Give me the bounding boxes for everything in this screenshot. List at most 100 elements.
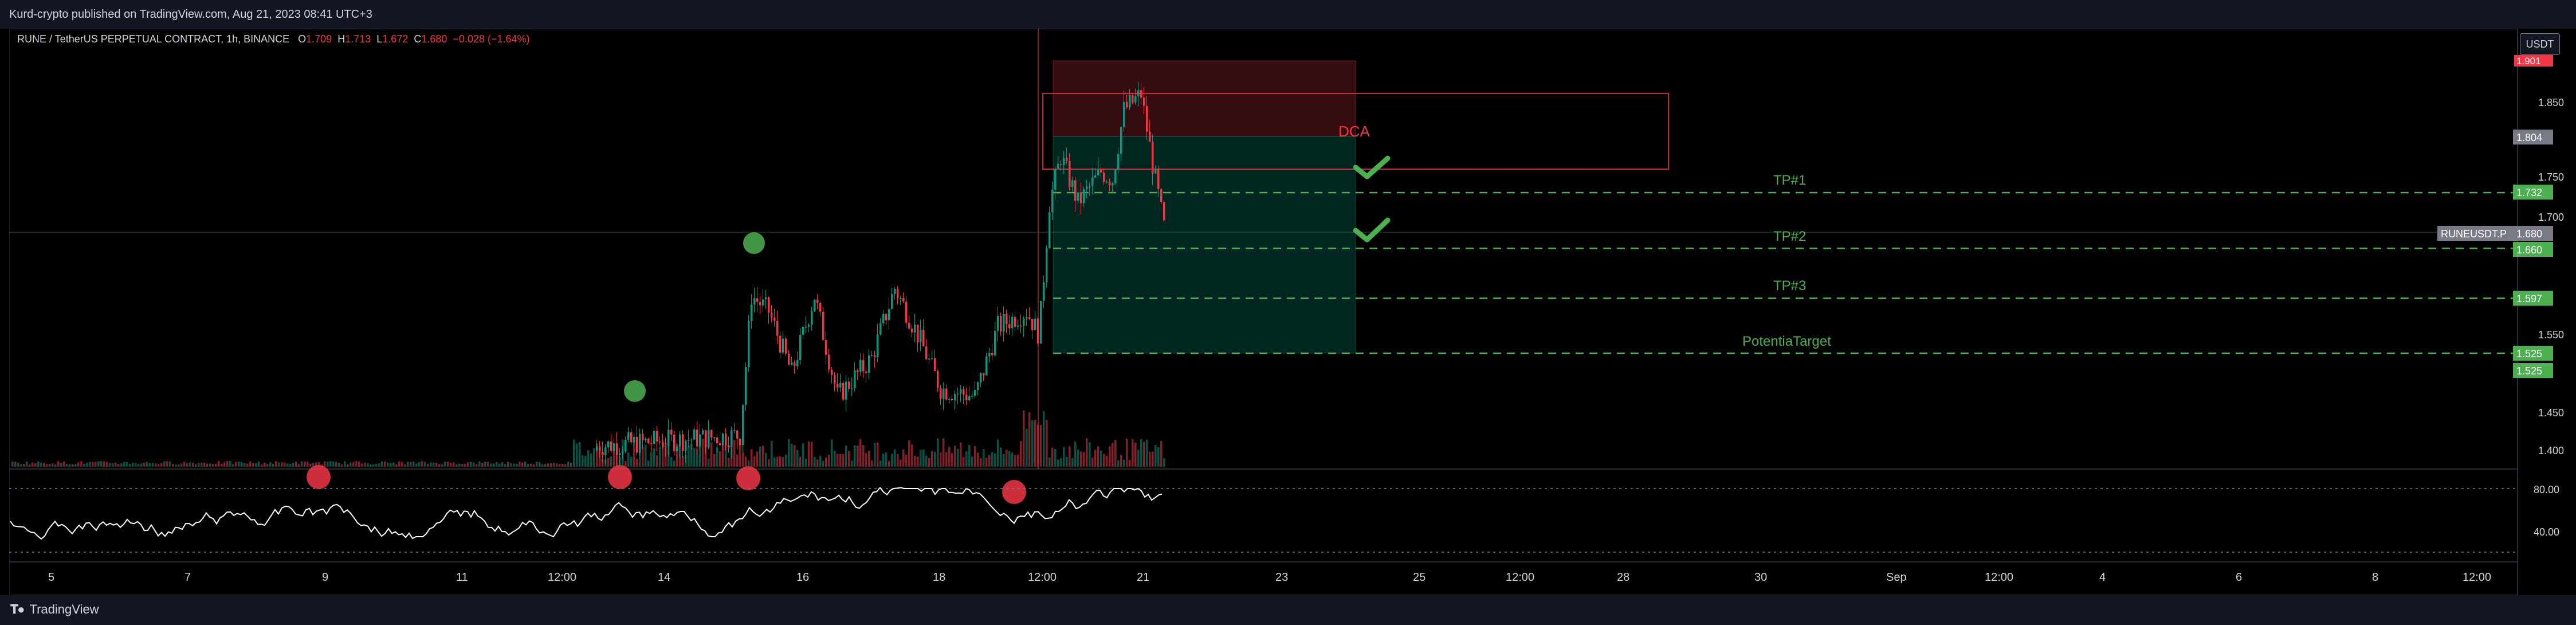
candle-body <box>1089 186 1091 187</box>
volume-bar <box>37 461 40 467</box>
volume-bar <box>513 463 515 467</box>
volume-bar <box>212 464 214 467</box>
volume-bar <box>347 464 349 467</box>
volume-bar <box>49 463 51 467</box>
candle-body <box>1049 212 1051 248</box>
sell-signal-dot[interactable] <box>736 466 760 490</box>
candle-body <box>731 430 733 448</box>
volume-bar <box>487 462 489 467</box>
buy-signal-dot[interactable] <box>743 232 765 254</box>
volume-bar <box>129 464 131 467</box>
time-tick: 12:00 <box>1506 571 1534 584</box>
volume-bar <box>576 443 578 467</box>
symbol-legend[interactable]: RUNE / TetherUS PERPETUAL CONTRACT, 1h, … <box>17 33 530 45</box>
volume-bar <box>23 464 25 467</box>
candle-body <box>1080 192 1082 204</box>
volume-bar <box>748 460 750 467</box>
volume-bar <box>776 456 779 467</box>
volume-bar <box>241 462 243 467</box>
volume-bar <box>593 448 595 467</box>
price-tick[interactable]: 1.400 <box>2538 445 2564 456</box>
buy-signal-dot[interactable] <box>624 380 646 402</box>
price-tick[interactable]: 1.450 <box>2538 407 2564 419</box>
candle-body <box>771 312 773 318</box>
candle-body <box>645 439 647 440</box>
candle-body <box>928 358 930 360</box>
tp1-label[interactable]: TP#1 <box>1773 173 1806 188</box>
candlestick-series[interactable] <box>596 81 1165 467</box>
volume-bar <box>971 456 973 467</box>
time-tick: 12:00 <box>1985 571 2013 584</box>
volume-bar <box>229 461 231 467</box>
candle-body <box>788 353 790 365</box>
volume-bar <box>943 438 945 467</box>
check-icon[interactable] <box>1353 217 1391 243</box>
volume-bar <box>1123 459 1125 467</box>
pt1-price-label: 1.525 <box>2516 348 2542 360</box>
candle-body <box>957 393 959 394</box>
price-tick[interactable]: 1.550 <box>2538 329 2564 341</box>
volume-bar <box>195 464 197 467</box>
candle-body <box>1040 300 1042 344</box>
currency-button[interactable]: USDT <box>2520 33 2560 55</box>
volume-bar <box>269 462 272 467</box>
candle-body <box>985 356 988 376</box>
symbol-tag-bg <box>2437 226 2513 241</box>
volume-bar <box>352 462 355 467</box>
pt2-price-label: 1.525 <box>2516 365 2542 377</box>
sell-signal-dot[interactable] <box>1002 480 1026 504</box>
price-tick[interactable]: 1.850 <box>2538 97 2564 108</box>
volume-bar <box>510 463 512 467</box>
candle-body <box>1106 181 1108 183</box>
volume-bar <box>573 439 575 467</box>
volume-bar <box>983 449 985 467</box>
volume-bar <box>974 446 976 467</box>
sell-signal-dot[interactable] <box>608 465 632 489</box>
candle-body <box>1020 325 1022 327</box>
volume-bar <box>424 462 426 467</box>
tp3-label[interactable]: TP#3 <box>1773 278 1806 294</box>
tradingview-brand[interactable]: 𝐓● TradingView <box>10 602 99 617</box>
volume-bar <box>1143 442 1145 467</box>
candle-body <box>639 433 641 453</box>
stop-zone-box[interactable] <box>1053 60 1356 137</box>
dca-label[interactable]: DCA <box>1338 123 1371 140</box>
volume-bar <box>261 464 263 467</box>
candle-body <box>811 311 813 325</box>
volume-bar <box>599 449 601 467</box>
price-tick[interactable]: 1.750 <box>2538 171 2564 183</box>
check-icon[interactable] <box>1353 155 1391 179</box>
rsi-tick[interactable]: 40.00 <box>2534 526 2559 538</box>
tp2-label[interactable]: TP#2 <box>1773 229 1806 244</box>
candle-body <box>659 442 661 443</box>
volume-bar <box>444 462 446 467</box>
rsi-tick[interactable]: 80.00 <box>2534 484 2559 495</box>
volume-bar <box>106 462 108 467</box>
last-price-label-bg <box>2513 226 2553 241</box>
sell-signal-dot[interactable] <box>307 465 331 489</box>
symbol-name[interactable]: RUNE / TetherUS PERPETUAL CONTRACT, 1h, … <box>17 33 290 45</box>
volume-bar <box>301 461 303 467</box>
time-axis[interactable]: 5 7 9 11 12:00 14 16 18 12:00 21 23 25 1… <box>48 571 2491 584</box>
candle-body <box>814 299 816 311</box>
volume-bar <box>779 456 782 467</box>
price-tick[interactable]: 1.700 <box>2538 212 2564 223</box>
volume-bar <box>647 460 650 467</box>
tp3-price-label-bg <box>2513 291 2553 306</box>
volume-bar <box>1134 443 1137 467</box>
volume-bar <box>447 462 449 467</box>
candle-body <box>733 430 736 431</box>
candle-body <box>656 431 658 442</box>
volume-bar <box>859 439 862 467</box>
volume-bar <box>1120 455 1122 467</box>
candle-body <box>988 353 991 357</box>
volume-bar <box>985 458 988 467</box>
candle-body <box>650 443 653 444</box>
volume-bar <box>871 460 873 467</box>
potential-target-label[interactable]: PotentiaTarget <box>1742 334 1831 349</box>
chart-pane[interactable] <box>9 29 2518 595</box>
close-label: C <box>414 33 422 45</box>
volume-bar <box>115 462 117 467</box>
volume-bar <box>158 463 160 467</box>
